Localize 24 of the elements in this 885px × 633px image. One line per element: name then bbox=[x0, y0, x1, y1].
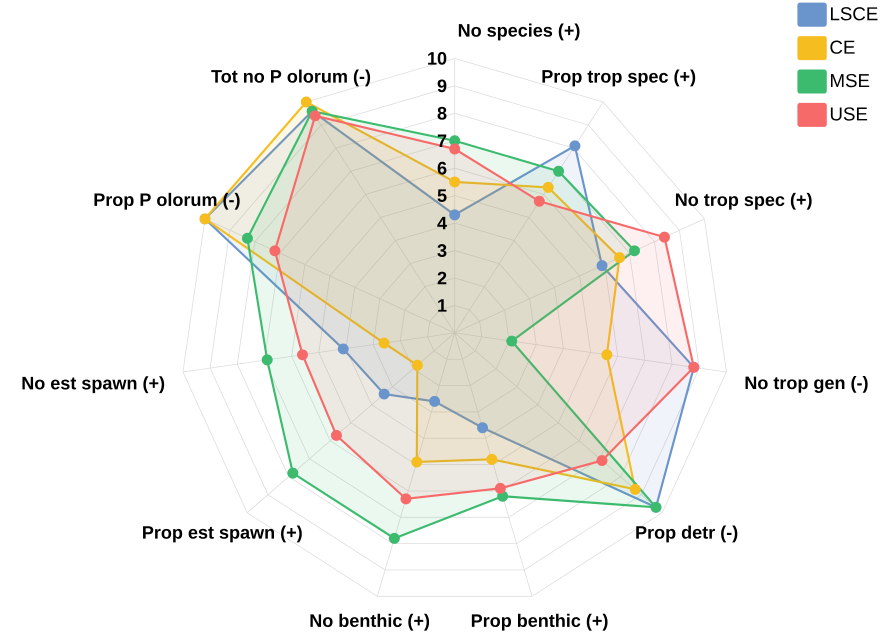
spoke-label: No trop spec (+) bbox=[676, 192, 812, 210]
spoke-label: Prop trop spec (+) bbox=[542, 69, 696, 86]
spoke-label: No benthic (+) bbox=[310, 614, 430, 630]
legend-label: USE bbox=[830, 107, 868, 120]
spoke-label: Prop P olorum (-) bbox=[94, 192, 240, 210]
spoke-label: Prop benthic (+) bbox=[472, 614, 608, 630]
legend-label: MSE bbox=[830, 74, 870, 88]
spoke-label: Prop detr (-) bbox=[636, 525, 738, 542]
y-tick-label: 1 bbox=[438, 299, 447, 312]
legend-label: LSCE bbox=[830, 7, 878, 20]
y-tick-label: 9 bbox=[438, 79, 446, 92]
spoke-label: Tot no P olorum (-) bbox=[211, 69, 370, 86]
legend-label: CE bbox=[830, 40, 855, 54]
y-tick-label: 6 bbox=[438, 162, 446, 174]
spoke-label: No trop gen (-) bbox=[746, 376, 868, 393]
y-tick-label: 5 bbox=[438, 189, 447, 202]
y-tick-label: 4 bbox=[437, 216, 447, 230]
spoke-label: No est spawn (+) bbox=[22, 376, 164, 393]
y-tick-label: 3 bbox=[437, 244, 446, 257]
spoke-label: No species (+) bbox=[458, 23, 580, 40]
y-tick-label: 10 bbox=[428, 52, 446, 65]
y-tick-label: 2 bbox=[438, 272, 446, 284]
y-tick-label: 8 bbox=[438, 106, 446, 120]
spoke-label: Prop est spawn (+) bbox=[143, 525, 302, 542]
